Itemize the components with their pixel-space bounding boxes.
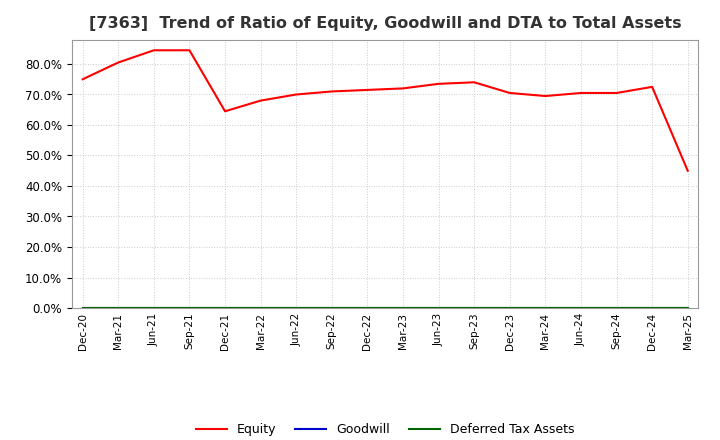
Deferred Tax Assets [505,305,514,311]
Goodwill [612,305,621,311]
Goodwill [434,305,443,311]
Equity [221,109,230,114]
Equity [612,90,621,95]
Equity [78,77,87,82]
Goodwill [399,305,408,311]
Line: Equity: Equity [83,50,688,171]
Goodwill [185,305,194,311]
Equity [185,48,194,53]
Equity [292,92,300,97]
Equity [363,87,372,92]
Goodwill [114,305,122,311]
Goodwill [470,305,479,311]
Deferred Tax Assets [292,305,300,311]
Goodwill [221,305,230,311]
Goodwill [292,305,300,311]
Goodwill [648,305,657,311]
Equity [470,80,479,85]
Equity [434,81,443,87]
Equity [328,89,336,94]
Deferred Tax Assets [683,305,692,311]
Deferred Tax Assets [612,305,621,311]
Deferred Tax Assets [541,305,549,311]
Goodwill [78,305,87,311]
Equity [648,84,657,89]
Goodwill [541,305,549,311]
Equity [683,168,692,173]
Equity [577,90,585,95]
Deferred Tax Assets [78,305,87,311]
Deferred Tax Assets [434,305,443,311]
Goodwill [577,305,585,311]
Title: [7363]  Trend of Ratio of Equity, Goodwill and DTA to Total Assets: [7363] Trend of Ratio of Equity, Goodwil… [89,16,682,32]
Deferred Tax Assets [150,305,158,311]
Equity [256,98,265,103]
Equity [150,48,158,53]
Equity [399,86,408,91]
Goodwill [363,305,372,311]
Equity [114,60,122,65]
Deferred Tax Assets [328,305,336,311]
Equity [505,90,514,95]
Legend: Equity, Goodwill, Deferred Tax Assets: Equity, Goodwill, Deferred Tax Assets [191,418,580,440]
Goodwill [256,305,265,311]
Goodwill [505,305,514,311]
Deferred Tax Assets [114,305,122,311]
Deferred Tax Assets [185,305,194,311]
Goodwill [150,305,158,311]
Deferred Tax Assets [363,305,372,311]
Deferred Tax Assets [221,305,230,311]
Deferred Tax Assets [256,305,265,311]
Deferred Tax Assets [577,305,585,311]
Deferred Tax Assets [648,305,657,311]
Equity [541,93,549,99]
Deferred Tax Assets [470,305,479,311]
Goodwill [328,305,336,311]
Goodwill [683,305,692,311]
Deferred Tax Assets [399,305,408,311]
